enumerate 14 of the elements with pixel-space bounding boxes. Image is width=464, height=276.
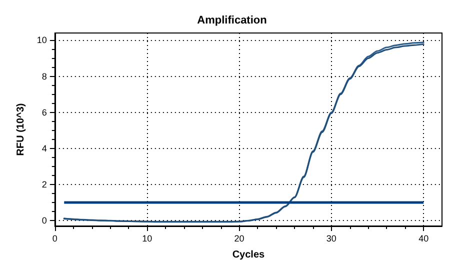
y-tick-label: 2 [42,180,47,190]
x-tick-label: 0 [52,234,58,244]
x-tick-label: 10 [142,234,152,244]
y-tick-label: 10 [36,35,47,46]
y-tick-label: 6 [42,107,47,118]
x-tick-label: 20 [234,234,244,244]
y-tick-label: 8 [42,71,47,82]
y-tick-label: 0 [42,216,47,226]
y-tick-label: 4 [42,143,47,154]
x-axis-title: Cycles [232,250,266,260]
chart-title: Amplification [197,14,268,26]
y-axis-title: RFU (10^3) [16,103,26,156]
x-tick-label: 40 [418,234,429,244]
x-tick-label: 30 [326,234,336,244]
